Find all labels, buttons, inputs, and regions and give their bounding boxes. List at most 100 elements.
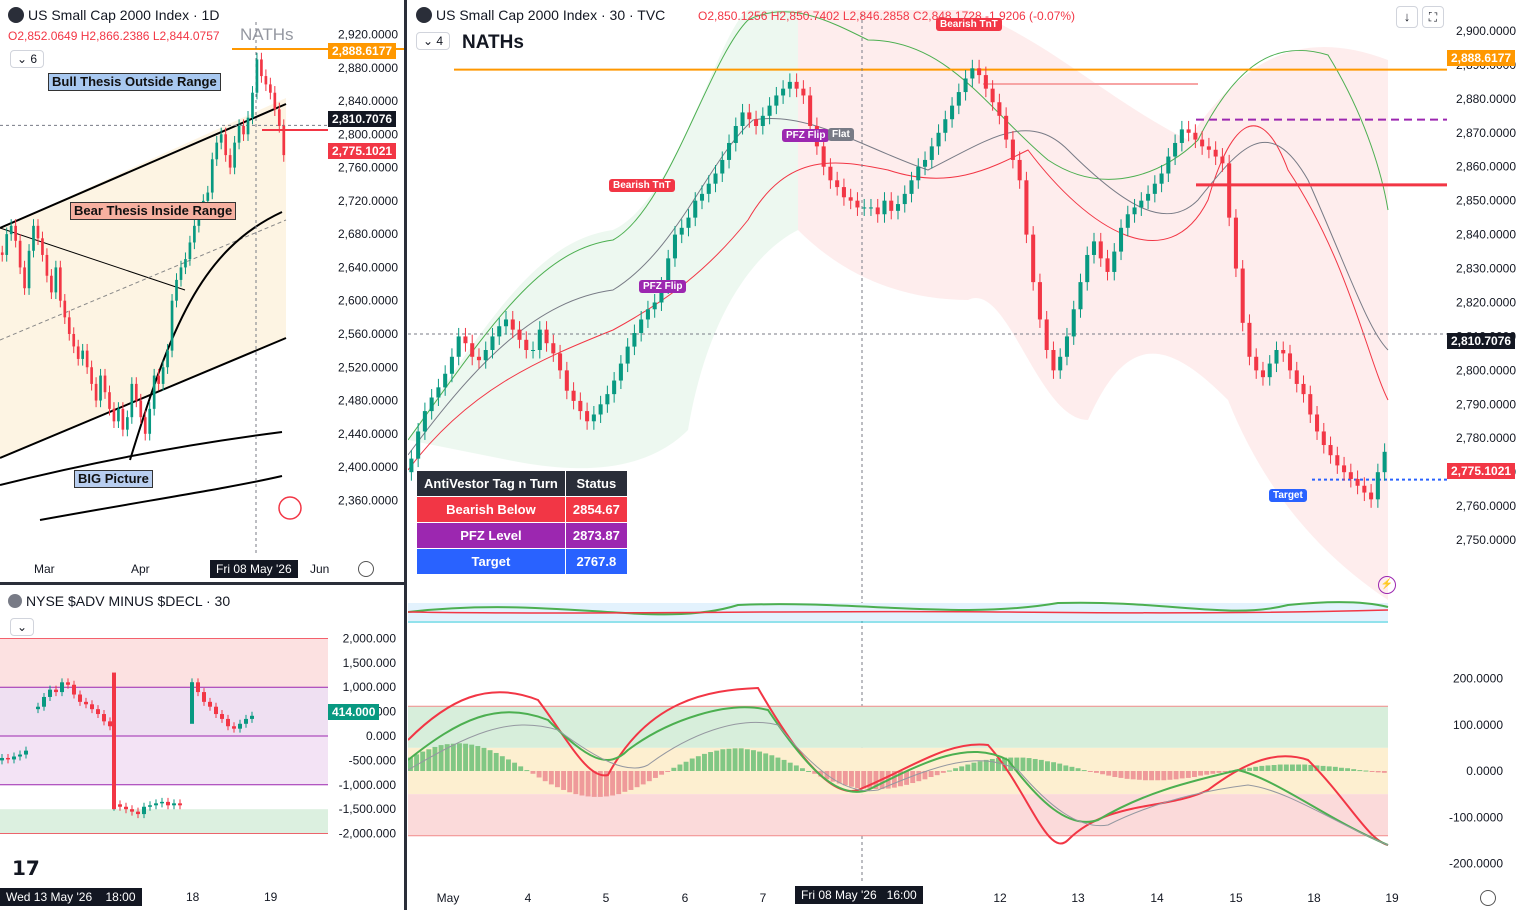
osc-histogram-bar: [622, 771, 628, 792]
alert-bolt-icon[interactable]: ⚡: [1378, 576, 1396, 594]
price-candle: [612, 380, 617, 395]
osc-histogram-bar: [934, 771, 940, 776]
bollinger-upper: [408, 11, 1389, 441]
price-candle: [720, 159, 725, 174]
y-tick: 2,480.0000: [338, 394, 398, 408]
daily-chart-title: US Small Cap 2000 Index · 1D: [8, 7, 219, 23]
osc-histogram-bar: [1155, 771, 1161, 781]
daily-candle: [5, 234, 9, 255]
osc-histogram-bar: [977, 761, 983, 771]
osc-histogram-bar: [457, 743, 462, 771]
table-row: PFZ Level 2873.87: [416, 522, 628, 549]
osc-y-tick: -100.0000: [1449, 810, 1503, 824]
osc-histogram-bar: [597, 771, 603, 797]
daily-candle: [228, 155, 232, 168]
price-candle: [801, 88, 806, 96]
panel-divider-vertical[interactable]: [404, 0, 407, 910]
price-candle: [679, 227, 684, 235]
y-tick: 2,000.000: [343, 631, 397, 645]
osc-histogram-bar: [873, 771, 879, 790]
indicator-toggle[interactable]: ⌄ 4: [416, 32, 451, 50]
osc-histogram-bar: [1032, 758, 1038, 771]
breadth-chart-canvas[interactable]: 2,000.0001,500.0001,000.000500.0000.000-…: [0, 586, 404, 910]
daily-candle: [179, 267, 183, 280]
price-candle: [490, 336, 495, 350]
price-candle: [970, 68, 975, 79]
daily-chart-panel[interactable]: 2,920.0000 2,880.0000 2,840.0000 2,800.0000…: [0, 0, 404, 582]
price-candle: [666, 258, 671, 286]
y-tick: 2,870.0000: [1456, 126, 1516, 140]
daily-chart-canvas[interactable]: 2,920.0000 2,880.0000 2,840.0000 2,800.0000…: [0, 0, 404, 582]
price-candle: [1051, 350, 1056, 371]
osc-y-tick: -200.0000: [1449, 857, 1503, 871]
price-candle: [564, 370, 569, 391]
osc-histogram-bar: [536, 771, 542, 778]
daily-candle: [23, 267, 26, 289]
osc-histogram-bar: [861, 771, 867, 789]
daily-candle: [130, 383, 134, 418]
daily-candle: [148, 408, 152, 434]
osc-histogram-bar: [910, 771, 916, 784]
collapse-toggle[interactable]: ⌄: [10, 618, 35, 636]
osc-histogram-bar: [744, 749, 750, 771]
osc-histogram-bar: [481, 747, 487, 771]
price-candle: [416, 431, 421, 459]
osc-histogram-bar: [1296, 764, 1302, 771]
price-candle: [652, 302, 657, 310]
bear-thesis-note: Bear Thesis Inside Range: [70, 202, 237, 220]
osc-histogram-bar: [1020, 757, 1026, 771]
osc-histogram-bar: [1283, 764, 1289, 771]
osc-histogram-bar: [836, 771, 842, 784]
price-candle: [1213, 149, 1218, 157]
main-chart-canvas[interactable]: 2,900.00002,890.00002,880.00002,870.0000…: [408, 0, 1523, 910]
panel-divider[interactable]: [0, 582, 405, 585]
x-tick-19: 19: [264, 890, 278, 904]
y-tick: 2,400.0000: [338, 460, 398, 474]
daily-candle: [121, 408, 125, 430]
daily-candle: [14, 225, 17, 241]
osc-y-tick: 200.0000: [1453, 672, 1503, 686]
target-label: Target: [1269, 489, 1307, 502]
price-candle: [1193, 132, 1198, 140]
x-tick: 5: [603, 891, 610, 905]
fullscreen-icon[interactable]: ⛶: [1422, 6, 1444, 28]
price-candle: [503, 319, 509, 327]
y-tick: 2,720.0000: [338, 194, 398, 208]
price-candle: [1132, 207, 1137, 215]
daily-candle: [27, 250, 31, 289]
settings-gear-icon[interactable]: [1480, 890, 1496, 906]
price-candle: [821, 146, 826, 167]
main-chart-title: US Small Cap 2000 Index · 30 · TVC: [416, 7, 665, 23]
settings-gear-icon[interactable]: [358, 561, 374, 577]
price-candle: [835, 180, 840, 188]
y-tick: 2,680.0000: [338, 227, 398, 241]
breadth-chart-panel[interactable]: 2,000.0001,500.0001,000.000500.0000.000-…: [0, 586, 404, 910]
zone-lower: [0, 736, 328, 785]
zone-oversold: [0, 809, 328, 834]
naths-label: NATHs: [240, 25, 294, 44]
daily-candle: [188, 242, 192, 260]
osc-histogram-bar: [604, 771, 609, 797]
price-candle: [1267, 363, 1272, 378]
y-tick: 2,900.0000: [1456, 24, 1516, 38]
daily-candle: [58, 267, 62, 301]
osc-histogram-bar: [1143, 771, 1148, 781]
osc-histogram-bar: [1363, 770, 1369, 772]
price-candle: [943, 119, 948, 133]
scroll-down-icon[interactable]: ↓: [1396, 6, 1418, 28]
price-candle: [632, 333, 637, 347]
osc-histogram-bar: [1112, 771, 1118, 778]
breadth-last-badge: 414.000: [328, 704, 380, 720]
tradingview-logo-icon[interactable]: 𝟭𝟳: [12, 858, 40, 880]
main-chart-panel[interactable]: 2,900.00002,890.00002,880.00002,870.0000…: [408, 0, 1523, 910]
daily-candle: [224, 134, 228, 156]
osc-histogram-bar: [1069, 766, 1075, 771]
big-picture-note: BIG Picture: [74, 470, 153, 488]
osc-histogram-bar: [769, 755, 775, 771]
osc-histogram-bar: [1351, 769, 1357, 771]
daily-candle: [166, 350, 169, 368]
x-tick: 12: [993, 891, 1007, 905]
indicator-toggle[interactable]: ⌄ 6: [10, 50, 45, 68]
osc-histogram-bar: [1106, 771, 1112, 776]
osc-histogram-bar: [1247, 767, 1253, 771]
